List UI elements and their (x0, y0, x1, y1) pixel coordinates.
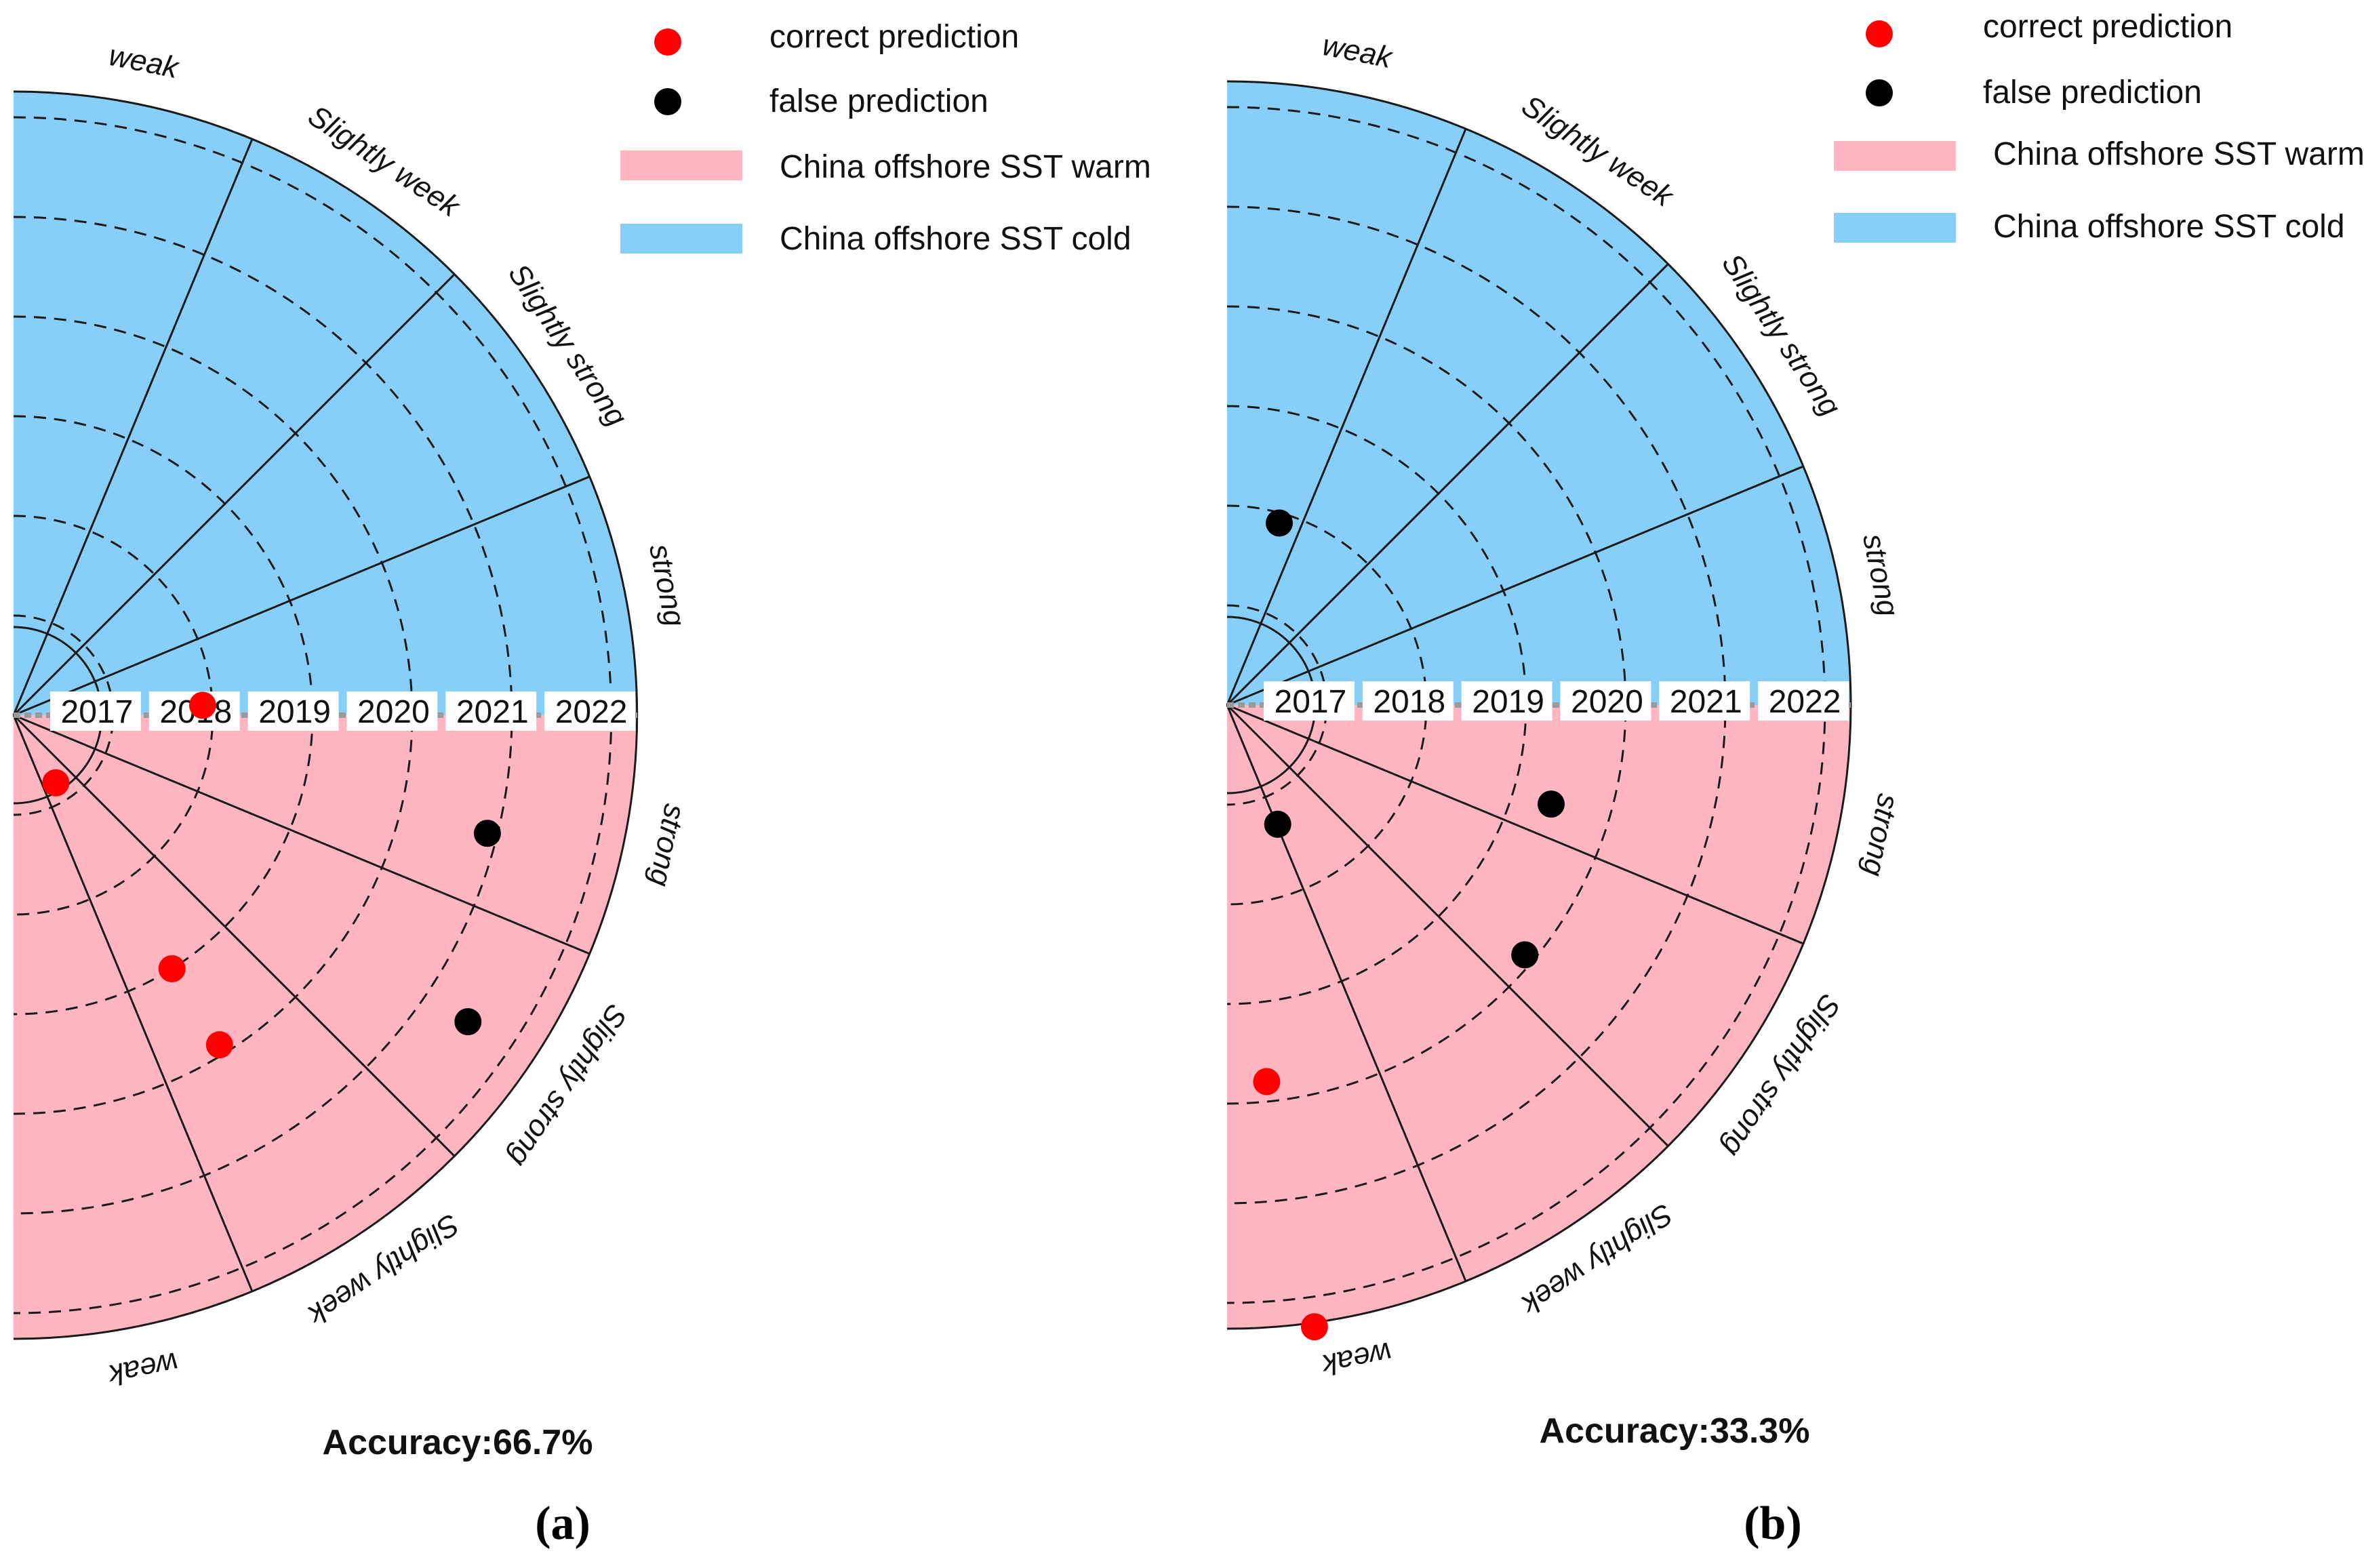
legend-b-cold-swatch (1834, 213, 1956, 243)
legend-b-false-label: false prediction (1983, 75, 2202, 110)
prediction-point-a-4 (158, 954, 186, 982)
prediction-point-b-1 (1265, 509, 1293, 537)
prediction-point-a-3 (473, 820, 501, 847)
cold-sector-label: weak (106, 39, 182, 85)
year-label-2020: 2020 (357, 694, 430, 730)
year-box (1362, 681, 1454, 721)
sector-spoke (12, 714, 456, 1157)
year-box (1659, 681, 1750, 721)
sector-spoke (12, 715, 254, 1292)
sector-spoke (1226, 465, 1804, 706)
prediction-point-b-4 (1511, 941, 1539, 969)
sector-spoke (1226, 704, 1669, 1147)
legend-b-warm-label: China offshore SST warm (1993, 136, 2364, 172)
legend-a-warm-label: China offshore SST warm (780, 149, 1151, 185)
sector-spoke (1226, 263, 1669, 706)
sector-spoke (1226, 128, 1467, 706)
legend-b-correct-label: correct prediction (1983, 9, 2232, 45)
legend-b: correct prediction false prediction Chin… (1834, 9, 2364, 245)
year-ring (13, 614, 115, 816)
panel-a-accuracy: Accuracy:66.7% (323, 1423, 593, 1462)
legend-b-warm-swatch (1834, 141, 1956, 171)
year-box (1560, 681, 1651, 721)
prediction-point-a-2 (42, 769, 70, 797)
year-label-2019: 2019 (258, 694, 331, 730)
panel-b-accuracy: Accuracy:33.3% (1540, 1411, 1810, 1451)
legend-a-correct-label: correct prediction (769, 19, 1019, 55)
sector-spoke (1226, 704, 1467, 1282)
prediction-point-a-5 (205, 1031, 233, 1059)
cold-sector-label: weak (1320, 28, 1396, 75)
legend-a-warm-swatch (620, 150, 742, 180)
year-box (544, 691, 635, 731)
warm-sector-label: strong (1856, 791, 1905, 879)
cold-sector-label: strong (1856, 531, 1905, 619)
year-box (445, 691, 537, 731)
year-label-2017: 2017 (61, 694, 134, 730)
sector-spoke (12, 273, 456, 717)
year-label-2018: 2018 (1373, 684, 1445, 720)
sector-spoke (12, 138, 254, 716)
panel-a-label: (a) (535, 1497, 590, 1550)
year-box (1758, 681, 1849, 721)
legend-b-correct-marker (1866, 20, 1893, 47)
year-ring (1226, 604, 1328, 806)
prediction-point-a-6 (454, 1008, 482, 1036)
legend-b-cold-label: China offshore SST cold (1993, 209, 2345, 245)
sector-spoke (13, 475, 590, 717)
warm-sector-label: strong (643, 801, 692, 889)
year-box (1461, 681, 1552, 721)
prediction-point-b-5 (1253, 1068, 1281, 1095)
year-label-2020: 2020 (1571, 684, 1643, 720)
year-box (50, 691, 141, 731)
warm-sector-label: weak (1319, 1335, 1395, 1382)
year-label-2019: 2019 (1472, 684, 1544, 720)
prediction-point-b-2 (1264, 810, 1291, 838)
year-box (247, 691, 339, 731)
sector-spoke (1226, 704, 1804, 945)
year-box (346, 691, 438, 731)
legend-a-correct-marker (654, 28, 681, 56)
year-label-2017: 2017 (1275, 684, 1347, 720)
year-label-2021: 2021 (1670, 684, 1742, 720)
legend-a: correct prediction false prediction Chin… (620, 19, 1151, 257)
year-label-2022: 2022 (1769, 684, 1841, 720)
legend-b-false-marker (1866, 79, 1893, 106)
legend-a-cold-label: China offshore SST cold (780, 221, 1131, 257)
year-box (1264, 681, 1355, 721)
legend-a-false-marker (654, 88, 681, 115)
sector-spoke (13, 714, 590, 955)
year-label-2022: 2022 (555, 694, 628, 730)
prediction-point-b-3 (1537, 790, 1565, 818)
legend-a-false-label: false prediction (769, 83, 988, 119)
prediction-point-b-6 (1300, 1313, 1328, 1341)
year-label-2021: 2021 (456, 694, 529, 730)
panel-b-label: (b) (1744, 1497, 1802, 1550)
warm-sector-label: weak (105, 1346, 181, 1392)
legend-a-cold-swatch (620, 224, 742, 254)
prediction-point-a-1 (188, 691, 216, 719)
cold-sector-label: strong (643, 541, 692, 629)
